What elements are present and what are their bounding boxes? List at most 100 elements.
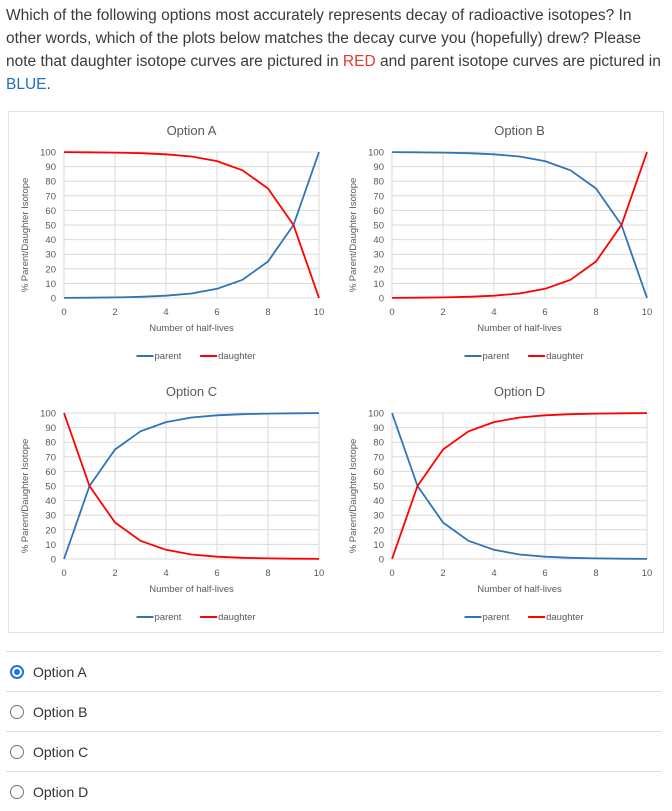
svg-text:6: 6 (542, 568, 547, 579)
answer-options: Option A Option B Option C Option D (6, 651, 662, 811)
svg-text:4: 4 (491, 568, 496, 579)
red-keyword: RED (342, 53, 376, 70)
svg-text:6: 6 (542, 307, 547, 318)
option-label: Option D (33, 783, 89, 800)
legend-daughter: daughter (546, 351, 584, 362)
chart-title: Option A (167, 123, 217, 138)
svg-text:2: 2 (440, 568, 445, 579)
svg-text:80: 80 (45, 438, 56, 449)
option-d[interactable]: Option D (6, 771, 662, 811)
svg-text:2: 2 (112, 307, 117, 318)
parent-line (391, 412, 648, 560)
charts-figure: Option A 0 10 20 30 40 50 60 70 80 90 100 0 2 4 6 8 10 Num… (8, 111, 664, 633)
svg-text:10: 10 (45, 279, 56, 290)
svg-text:20: 20 (45, 525, 56, 536)
question-part: and parent isotope curves are pictured i… (375, 53, 661, 70)
question-text: Which of the following options most accu… (6, 4, 666, 96)
svg-text:100: 100 (368, 148, 384, 159)
svg-text:20: 20 (45, 264, 56, 275)
radio-button[interactable] (10, 744, 24, 759)
svg-text:0: 0 (389, 307, 394, 318)
chart-title: Option C (166, 384, 217, 399)
svg-text:2: 2 (440, 307, 445, 318)
svg-text:0: 0 (51, 294, 56, 305)
y-axis-label: % Parent/Daughter Isotope (348, 178, 359, 293)
svg-text:10: 10 (314, 307, 325, 318)
radio-button[interactable] (10, 704, 24, 719)
svg-text:90: 90 (45, 162, 56, 173)
svg-text:10: 10 (642, 307, 653, 318)
radio-button[interactable] (10, 784, 24, 799)
svg-text:100: 100 (40, 409, 56, 420)
option-b[interactable]: Option B (6, 691, 662, 731)
svg-text:6: 6 (214, 568, 219, 579)
svg-text:50: 50 (45, 221, 56, 232)
chart-option-c: Option C 0 10 20 30 40 50 60 70 80 90 100 0 2 4 6 8 10 Num… (9, 373, 337, 634)
svg-text:0: 0 (51, 555, 56, 566)
svg-text:40: 40 (373, 496, 384, 507)
svg-text:90: 90 (373, 423, 384, 434)
svg-text:4: 4 (163, 307, 168, 318)
svg-text:4: 4 (491, 307, 496, 318)
svg-text:100: 100 (368, 409, 384, 420)
y-axis-label: % Parent/Daughter Isotope (20, 439, 31, 554)
legend-daughter: daughter (218, 612, 256, 623)
y-axis-label: % Parent/Daughter Isotope (20, 178, 31, 293)
option-label: Option C (33, 743, 89, 760)
svg-text:8: 8 (593, 568, 598, 579)
svg-text:80: 80 (45, 177, 56, 188)
legend-daughter: daughter (546, 612, 584, 623)
y-axis-label: % Parent/Daughter Isotope (348, 439, 359, 554)
svg-text:30: 30 (373, 511, 384, 522)
daughter-line (391, 412, 648, 560)
svg-text:100: 100 (40, 148, 56, 159)
chart-option-a: Option A 0 10 20 30 40 50 60 70 80 90 100 0 2 4 6 8 10 Num… (9, 112, 337, 373)
legend-parent: parent (155, 351, 182, 362)
svg-text:8: 8 (265, 307, 270, 318)
svg-text:80: 80 (373, 177, 384, 188)
svg-text:30: 30 (373, 250, 384, 261)
svg-text:20: 20 (373, 525, 384, 536)
svg-text:0: 0 (379, 294, 384, 305)
svg-text:60: 60 (373, 467, 384, 478)
x-axis-label: Number of half-lives (149, 323, 234, 334)
line-chart: Option A 0 10 20 30 40 50 60 70 80 90 100 0 2 4 6 8 10 Num… (20, 123, 325, 362)
line-chart: Option C 0 10 20 30 40 50 60 70 80 90 100 0 2 4 6 8 10 Num… (20, 384, 324, 623)
svg-text:90: 90 (45, 423, 56, 434)
svg-text:90: 90 (373, 162, 384, 173)
option-label: Option B (33, 703, 88, 720)
svg-text:70: 70 (45, 191, 56, 202)
svg-text:10: 10 (642, 568, 653, 579)
svg-text:40: 40 (45, 496, 56, 507)
x-axis-label: Number of half-lives (149, 584, 234, 595)
blue-keyword: BLUE (6, 76, 47, 93)
radio-button[interactable] (10, 664, 24, 679)
line-chart: Option D 0 10 20 30 40 50 60 70 80 90 100 0 2 4 6 8 10 Num… (348, 384, 653, 623)
daughter-line (63, 412, 320, 560)
chart-option-d: Option D 0 10 20 30 40 50 60 70 80 90 100 0 2 4 6 8 10 Num… (337, 373, 665, 634)
svg-text:30: 30 (45, 511, 56, 522)
svg-text:70: 70 (373, 191, 384, 202)
svg-text:10: 10 (373, 540, 384, 551)
x-axis-label: Number of half-lives (477, 323, 562, 334)
parent-line (391, 151, 648, 299)
svg-text:50: 50 (373, 482, 384, 493)
option-a[interactable]: Option A (6, 651, 662, 691)
svg-text:4: 4 (163, 568, 168, 579)
option-c[interactable]: Option C (6, 731, 662, 771)
legend-parent: parent (155, 612, 182, 623)
option-label: Option A (33, 663, 87, 680)
svg-text:0: 0 (389, 568, 394, 579)
legend-daughter: daughter (218, 351, 256, 362)
x-axis-label: Number of half-lives (477, 584, 562, 595)
svg-text:50: 50 (373, 221, 384, 232)
legend-parent: parent (483, 612, 510, 623)
daughter-line (63, 151, 320, 299)
svg-text:60: 60 (45, 206, 56, 217)
question-part: . (46, 76, 51, 93)
svg-text:0: 0 (379, 555, 384, 566)
svg-text:0: 0 (61, 568, 66, 579)
question-part: Which of the following options most accu… (6, 7, 641, 70)
svg-text:30: 30 (45, 250, 56, 261)
chart-option-b: Option B 0 10 20 30 40 50 60 70 80 90 100 0 2 4 6 8 10 Num… (337, 112, 665, 373)
